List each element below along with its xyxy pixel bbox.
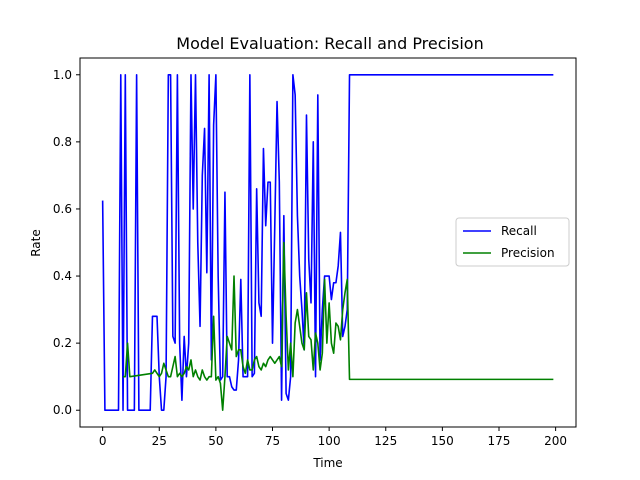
plot-frame — [79, 57, 577, 428]
series-layer — [101, 73, 554, 412]
x-tick-label: 50 — [208, 434, 223, 448]
x-tick-label: 125 — [374, 434, 397, 448]
y-tick-label: 0.2 — [53, 336, 72, 350]
legend-label-recall: Recall — [501, 224, 537, 238]
x-tick-label: 75 — [265, 434, 280, 448]
y-tick-label: 0.8 — [53, 135, 72, 149]
x-tick-label: 200 — [544, 434, 567, 448]
y-tick-label: 0.0 — [53, 403, 72, 417]
x-tick-label: 100 — [318, 434, 341, 448]
y-tick-label: 0.6 — [53, 202, 72, 216]
x-tick-label: 150 — [431, 434, 454, 448]
x-axis-label: Time — [312, 456, 342, 470]
chart-title: Model Evaluation: Recall and Precision — [176, 34, 483, 53]
y-axis-label: Rate — [29, 229, 43, 257]
series-line-precision — [123, 241, 554, 412]
y-axis-ticks: 0.0 0.2 0.4 0.6 0.8 1.0 — [53, 68, 80, 417]
x-tick-label: 175 — [488, 434, 511, 448]
series-line-recall — [101, 73, 554, 412]
y-tick-label: 0.4 — [53, 269, 72, 283]
legend-label-precision: Precision — [501, 246, 555, 260]
x-tick-label: 25 — [152, 434, 167, 448]
legend-box — [455, 217, 570, 267]
x-axis-ticks: 0 25 50 75 100 125 150 175 200 — [99, 427, 567, 448]
y-tick-label: 1.0 — [53, 68, 72, 82]
x-tick-label: 0 — [99, 434, 107, 448]
legend: Recall Precision — [455, 217, 570, 267]
